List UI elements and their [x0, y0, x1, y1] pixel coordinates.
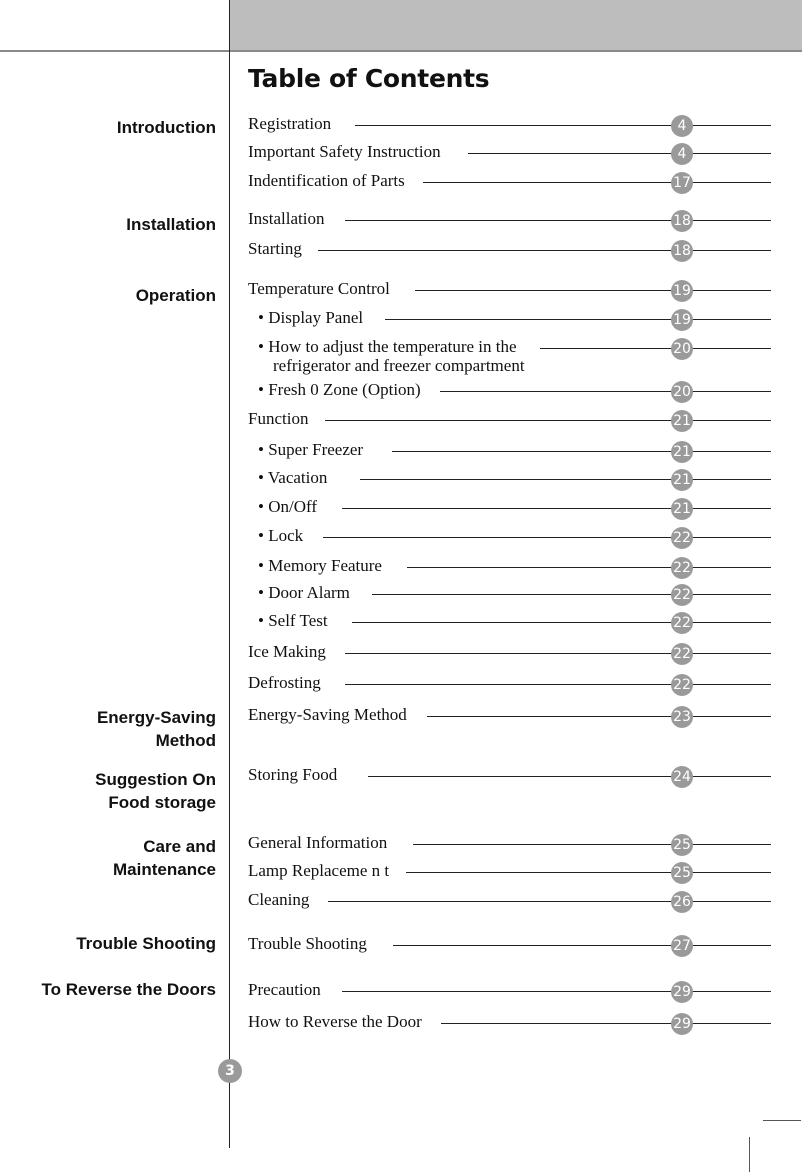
- header-band: [230, 0, 802, 50]
- page-badge: 22: [671, 674, 693, 696]
- page-badge: 22: [671, 527, 693, 549]
- leader-line: [441, 1023, 771, 1024]
- toc-entry-title: Registration: [248, 114, 332, 133]
- page-badge: 22: [671, 557, 693, 579]
- toc-entry-title: Important Safety Instruction: [248, 142, 441, 161]
- page-badge: 19: [671, 280, 693, 302]
- toc-entry-title: Storing Food: [248, 765, 338, 784]
- toc-entry-title: Trouble Shooting: [248, 934, 367, 953]
- toc-entry-title: Ice Making: [248, 642, 326, 661]
- toc-entry-title: • Self Test: [258, 611, 328, 630]
- toc-entry-title-continued: refrigerator and freezer compartment: [273, 356, 525, 375]
- toc-entry-title: • How to adjust the temperature in the: [258, 337, 517, 356]
- leader-line: [352, 622, 771, 623]
- leader-line: [413, 844, 771, 845]
- leader-line: [415, 290, 771, 291]
- page-badge: 22: [671, 612, 693, 634]
- toc-entry-title: Precaution: [248, 980, 321, 999]
- section-label: Energy-Saving Method: [96, 708, 216, 750]
- crop-mark: [749, 1137, 750, 1172]
- toc-entry-title: General Information: [248, 833, 388, 852]
- toc-entry-title: • Display Panel: [258, 308, 364, 327]
- leader-line: [427, 716, 771, 717]
- leader-line: [345, 653, 771, 654]
- leader-line: [325, 420, 771, 421]
- page-number-badge: 3: [218, 1059, 242, 1083]
- page-badge: 21: [671, 498, 693, 520]
- page-badge: 21: [671, 469, 693, 491]
- leader-line: [406, 872, 771, 873]
- section-label: Operation: [135, 286, 216, 305]
- section-label: Introduction: [116, 118, 216, 137]
- page-badge: 18: [671, 240, 693, 262]
- toc-entry-title: Installation: [248, 209, 325, 228]
- toc-entry-title: • Vacation: [258, 468, 328, 487]
- leader-line: [342, 508, 771, 509]
- page-badge: 23: [671, 706, 693, 728]
- leader-line: [345, 684, 771, 685]
- page-title: Table of Contents: [248, 64, 490, 93]
- page-badge: 29: [671, 981, 693, 1003]
- page-badge: 21: [671, 410, 693, 432]
- leader-line: [392, 451, 771, 452]
- leader-line: [318, 250, 771, 251]
- column-divider: [229, 0, 230, 1148]
- toc-entry-title: Energy-Saving Method: [248, 705, 407, 724]
- page-badge: 26: [671, 891, 693, 913]
- page-badge: 22: [671, 643, 693, 665]
- leader-line: [423, 182, 771, 183]
- toc-entry-title: Lamp Replaceme n t: [248, 861, 390, 880]
- header-divider: [0, 50, 802, 52]
- toc-entry-title: • Super Freezer: [258, 440, 364, 459]
- section-label: To Reverse the Doors: [41, 980, 216, 999]
- crop-mark: [763, 1120, 801, 1121]
- leader-line: [407, 567, 771, 568]
- toc-entry-title: • Door Alarm: [258, 583, 350, 602]
- page-badge: 29: [671, 1013, 693, 1035]
- page-badge: 25: [671, 862, 693, 884]
- page-badge: 4: [671, 143, 693, 165]
- toc-entry-title: How to Reverse the Door: [248, 1012, 422, 1031]
- section-label: Suggestion On Food storage: [95, 770, 216, 812]
- section-label: Installation: [126, 215, 216, 234]
- leader-line: [468, 153, 771, 154]
- page-badge: 19: [671, 309, 693, 331]
- leader-line: [393, 945, 771, 946]
- toc-entry-title: Defrosting: [248, 673, 321, 692]
- page-badge: 22: [671, 584, 693, 606]
- leader-line: [540, 348, 771, 349]
- leader-line: [360, 479, 771, 480]
- toc-entry-title: • Fresh 0 Zone (Option): [258, 380, 421, 399]
- toc-entry-title: • Lock: [258, 526, 304, 545]
- page-badge: 24: [671, 766, 693, 788]
- leader-line: [440, 391, 771, 392]
- toc-entry-title: Indentification of Parts: [248, 171, 405, 190]
- page-badge: 25: [671, 834, 693, 856]
- page-badge: 21: [671, 441, 693, 463]
- leader-line: [385, 319, 771, 320]
- toc-entry-title: • Memory Feature: [258, 556, 382, 575]
- leader-line: [342, 991, 771, 992]
- leader-line: [355, 125, 771, 126]
- leader-line: [328, 901, 771, 902]
- leader-line: [345, 220, 771, 221]
- section-label: Trouble Shooting: [76, 934, 216, 953]
- leader-line: [372, 594, 771, 595]
- page-badge: 18: [671, 210, 693, 232]
- toc-entry-title: Function: [248, 409, 309, 428]
- toc-entry-title: Cleaning: [248, 890, 310, 909]
- page-badge: 4: [671, 115, 693, 137]
- page-badge: 20: [671, 338, 693, 360]
- section-label: Care and Maintenance: [113, 837, 216, 879]
- toc-entry-title: Starting: [248, 239, 302, 258]
- page-badge: 17: [671, 172, 693, 194]
- page-badge: 27: [671, 935, 693, 957]
- leader-line: [323, 537, 771, 538]
- toc-entry-title: Temperature Control: [248, 279, 390, 298]
- toc-entry-title: • On/Off: [258, 497, 317, 516]
- leader-line: [368, 776, 771, 777]
- page-badge: 20: [671, 381, 693, 403]
